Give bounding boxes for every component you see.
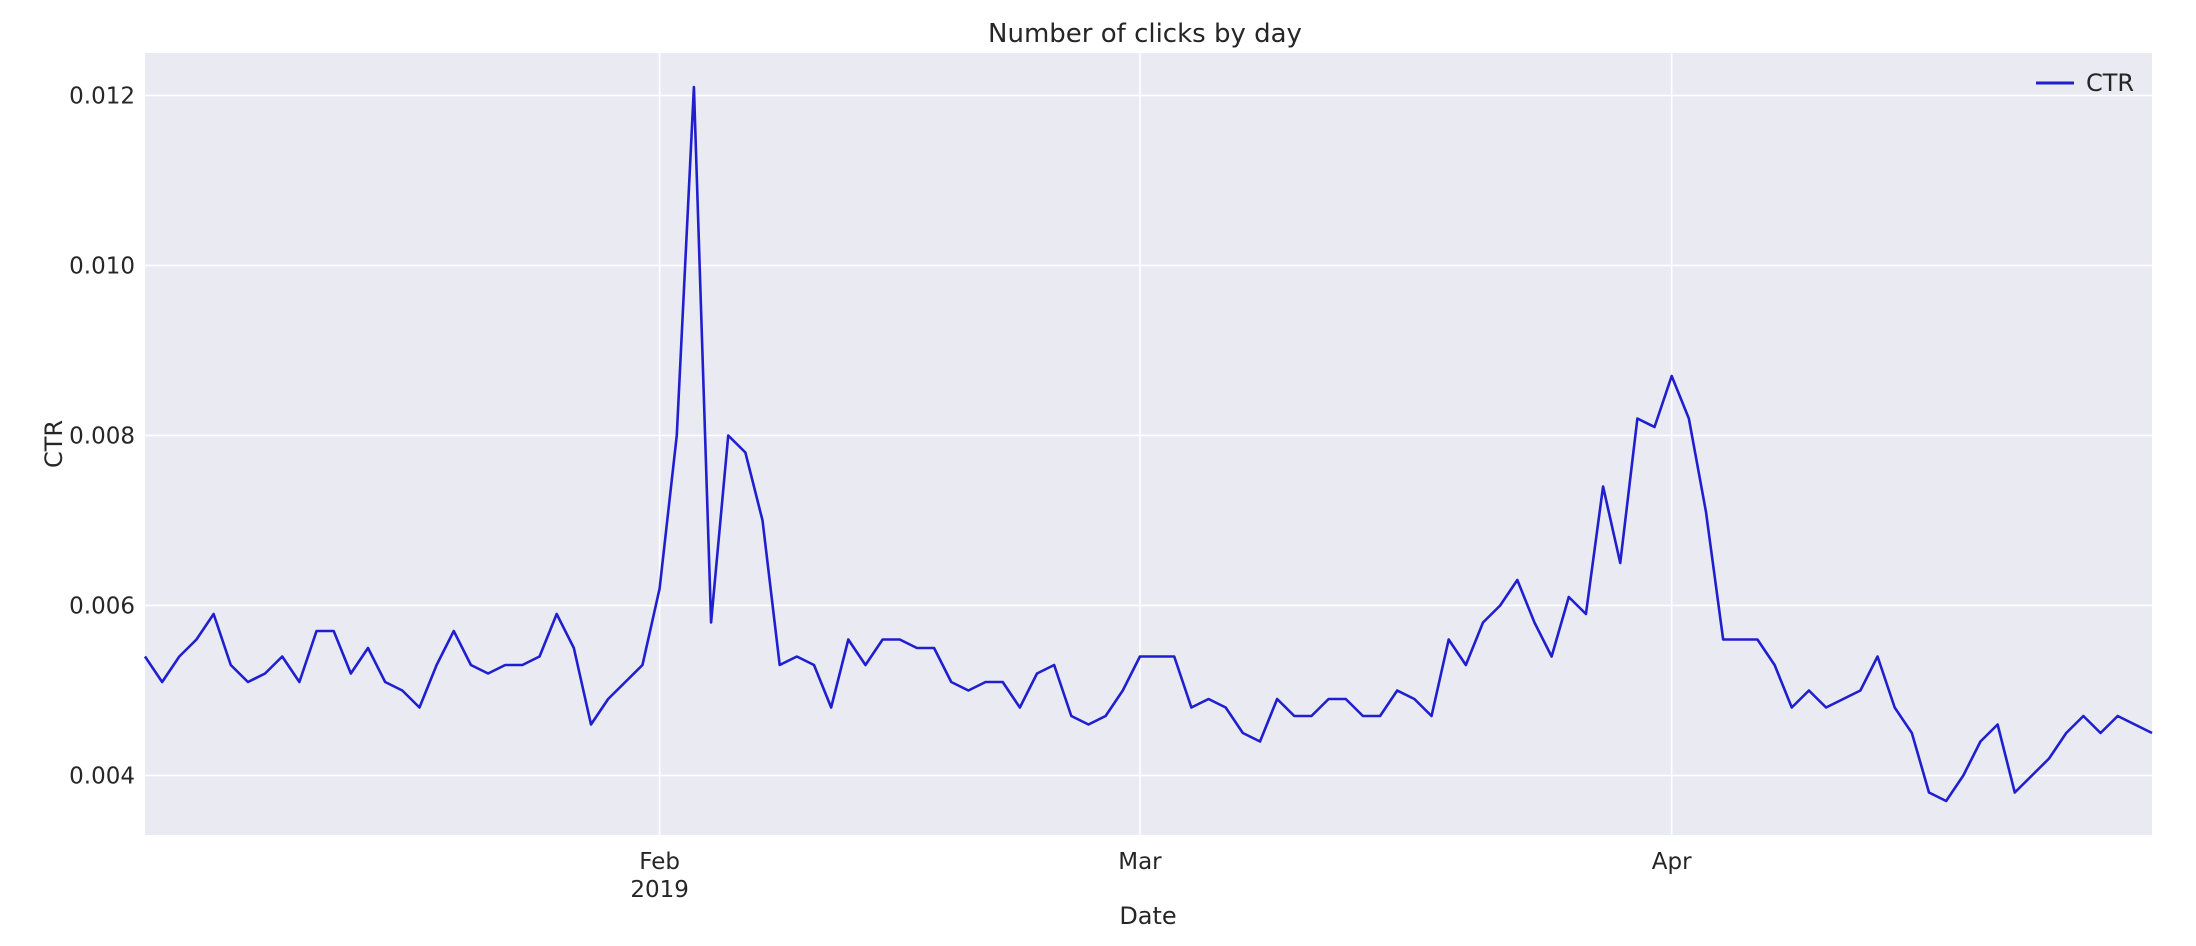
- x-tick-sublabel: 2019: [630, 877, 689, 903]
- y-tick-labels: 0.004 0.006 0.008 0.010 0.012: [69, 84, 135, 790]
- x-tick-label: Apr: [1652, 849, 1692, 875]
- x-gridlines: [658, 53, 1673, 835]
- y-tick-label: 0.006: [69, 594, 135, 620]
- series-layer: [143, 85, 2153, 803]
- y-tick-label: 0.008: [69, 424, 135, 450]
- x-tick-label: Mar: [1118, 849, 1162, 875]
- y-axis-label: CTR: [40, 420, 68, 468]
- legend: CTR: [2036, 69, 2134, 97]
- y-tick-label: 0.004: [69, 764, 135, 790]
- legend-label-ctr: CTR: [2086, 69, 2134, 97]
- y-gridlines: [145, 94, 2152, 777]
- chart-title: Number of clicks by day: [988, 19, 1302, 49]
- y-tick-label: 0.012: [69, 84, 135, 110]
- plot-area: [145, 53, 2152, 835]
- x-tick-label: Feb: [639, 849, 680, 875]
- series-line-ctr: [143, 85, 2153, 803]
- y-tick-label: 0.010: [69, 254, 135, 280]
- x-axis-label: Date: [1119, 902, 1176, 930]
